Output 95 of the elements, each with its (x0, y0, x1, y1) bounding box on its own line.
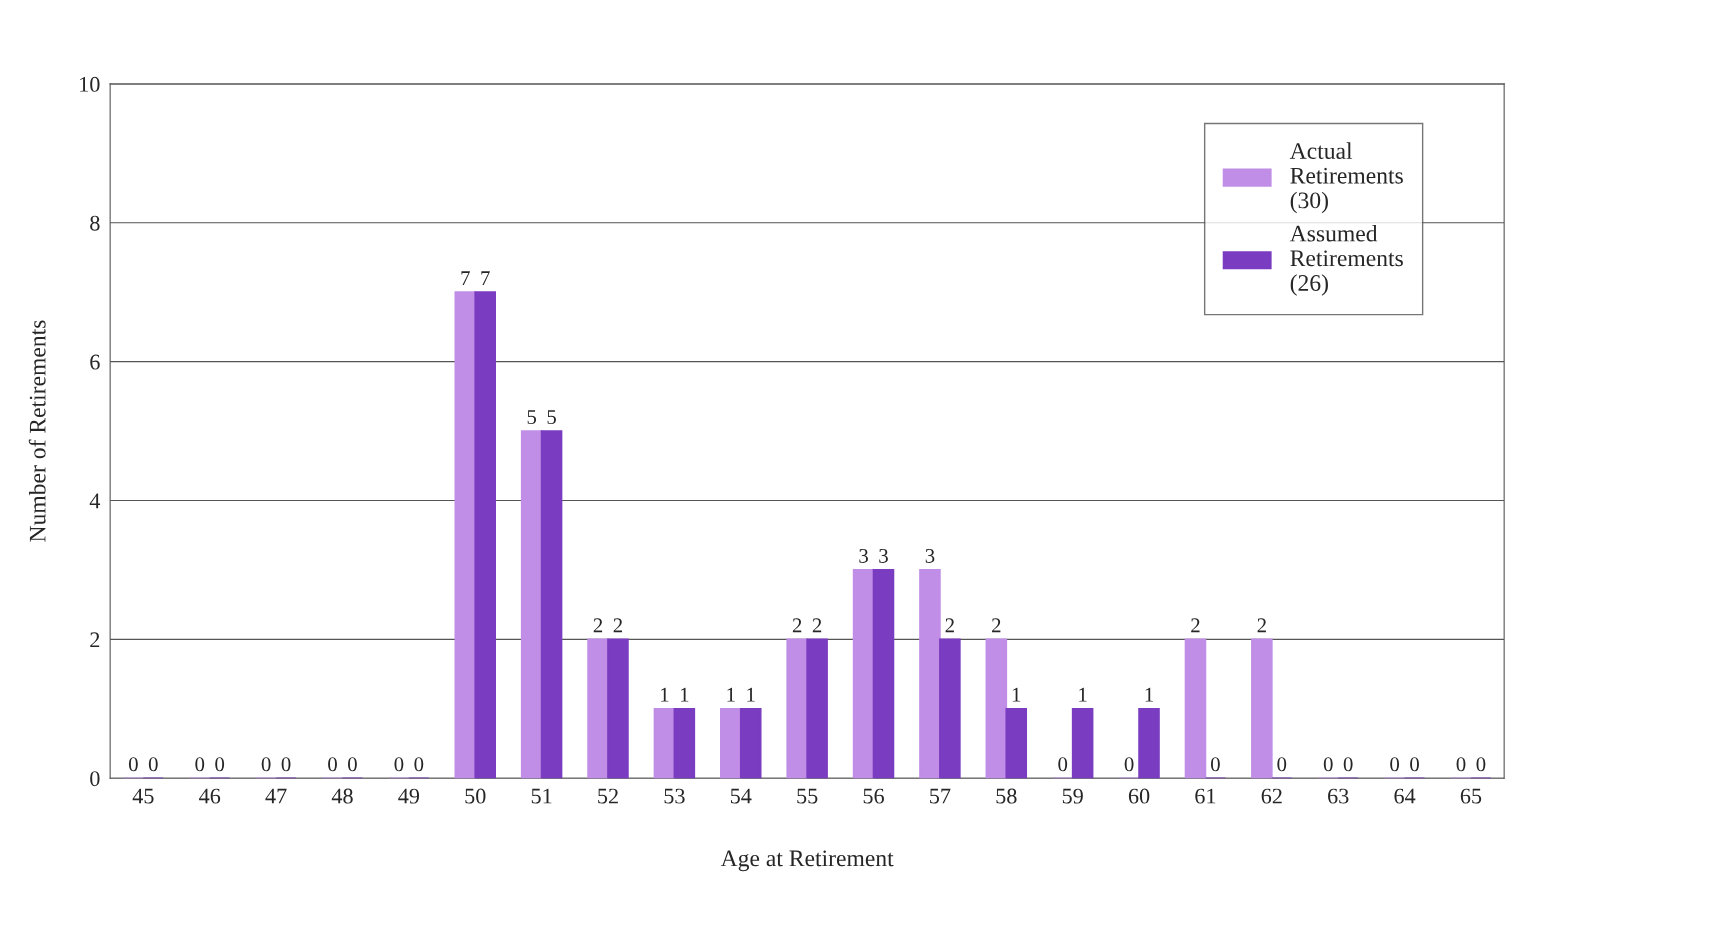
x-tick-label: 64 (1394, 788, 1416, 804)
data-label: 7 (481, 271, 490, 285)
data-label: 0 (1410, 757, 1419, 772)
y-tick-label: 6 (90, 354, 100, 370)
bar (673, 707, 696, 779)
x-tick-label: 65 (1460, 788, 1482, 804)
data-label: 2 (1191, 618, 1200, 633)
bar (520, 430, 543, 779)
data-label: 0 (261, 757, 271, 772)
bar (653, 707, 676, 779)
data-label: 2 (945, 618, 954, 633)
data-label: 2 (792, 618, 802, 633)
data-label: 1 (661, 687, 669, 702)
data-label: 1 (727, 687, 735, 702)
bar (919, 569, 941, 779)
x-tick-label: 51 (531, 788, 552, 804)
bar (1251, 638, 1273, 779)
bar (1071, 707, 1094, 779)
x-tick-label: 53 (664, 788, 685, 804)
x-tick-label: 58 (996, 788, 1017, 804)
data-label: 2 (812, 618, 822, 633)
data-label: 0 (195, 757, 205, 772)
bar (739, 707, 762, 779)
x-tick-label: 59 (1062, 788, 1083, 804)
data-label: 0 (128, 757, 138, 772)
x-tick-label: 60 (1128, 788, 1150, 804)
x-tick-label: 55 (797, 788, 818, 804)
data-label: 0 (348, 757, 357, 772)
legend-label: Assumed Retirements (26) (1289, 224, 1403, 296)
bar (720, 707, 742, 779)
data-label: 1 (1012, 687, 1021, 702)
bar (872, 569, 895, 779)
data-label: 0 (414, 757, 424, 772)
x-tick-label: 52 (598, 788, 618, 804)
x-tick-label: 45 (132, 788, 154, 804)
bar (939, 638, 961, 779)
data-label: 0 (215, 757, 225, 772)
bar (985, 638, 1008, 779)
bar (474, 291, 496, 779)
y-tick-label: 4 (89, 493, 101, 509)
data-label: 0 (328, 757, 337, 772)
y-tick-label: 2 (90, 632, 100, 648)
x-tick-label: 56 (863, 788, 884, 804)
x-tick-label: 57 (930, 788, 951, 804)
data-label: 0 (281, 757, 291, 772)
data-label: 1 (1145, 687, 1153, 702)
bar (607, 638, 629, 779)
data-label: 3 (879, 548, 888, 563)
bar (587, 638, 609, 779)
data-label: 2 (613, 618, 623, 633)
bar (540, 430, 563, 779)
x-tick-label: 61 (1195, 788, 1216, 804)
data-label: 0 (1343, 757, 1353, 772)
y-axis-title: Number of Retirements (28, 320, 46, 542)
data-label: 2 (593, 618, 603, 633)
bar (852, 569, 875, 779)
data-label: 0 (394, 757, 404, 772)
x-tick-label: 48 (331, 788, 353, 804)
legend-label: Actual Retirements (30) (1289, 142, 1403, 214)
data-label: 0 (1476, 757, 1486, 772)
data-label: 0 (148, 757, 158, 772)
data-label: 2 (1257, 618, 1266, 633)
data-label: 3 (925, 548, 935, 563)
data-label: 0 (1124, 757, 1134, 772)
data-label: 0 (1277, 757, 1287, 772)
x-tick-label: 47 (265, 788, 287, 804)
bar (1005, 707, 1028, 779)
bar (1138, 707, 1160, 779)
data-label: 1 (1079, 687, 1087, 702)
data-label: 1 (680, 687, 689, 702)
data-label: 5 (527, 410, 537, 425)
y-tick-label: 0 (90, 771, 100, 787)
data-label: 7 (461, 271, 470, 285)
data-label: 3 (859, 548, 868, 563)
data-label: 2 (992, 618, 1001, 633)
data-label: 0 (1210, 757, 1220, 772)
x-tick-label: 50 (465, 788, 486, 804)
bar (454, 291, 477, 779)
x-tick-label: 46 (199, 788, 221, 804)
data-label: 0 (1456, 757, 1466, 772)
data-label: 1 (747, 687, 755, 702)
x-axis-title: Age at Retirement (720, 850, 894, 872)
data-label: 0 (1323, 757, 1333, 772)
x-tick-label: 62 (1261, 788, 1282, 804)
bar (806, 638, 828, 779)
data-label: 0 (1058, 757, 1068, 772)
y-tick-label: 10 (80, 76, 100, 92)
x-tick-label: 54 (730, 788, 752, 804)
bar (786, 638, 808, 779)
y-tick-label: 8 (90, 215, 100, 231)
x-tick-label: 63 (1328, 788, 1349, 804)
x-tick-label: 49 (398, 788, 420, 804)
data-label: 5 (547, 410, 556, 425)
data-label: 0 (1390, 757, 1400, 772)
bar (1184, 638, 1207, 779)
